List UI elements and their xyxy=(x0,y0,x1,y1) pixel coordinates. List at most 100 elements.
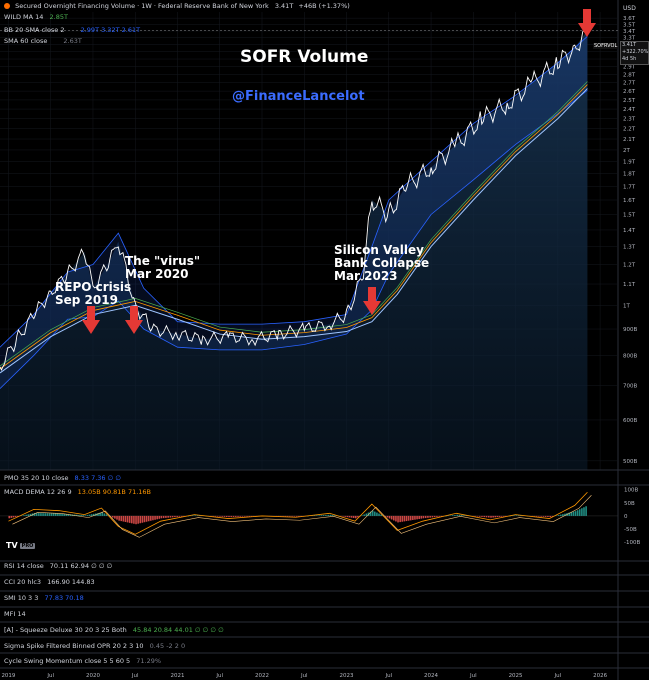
y-tick-label: 2.4T xyxy=(623,107,636,113)
y-tick-label: 800B xyxy=(623,353,637,359)
macd-histogram-bar xyxy=(105,514,108,516)
macd-histogram-bar xyxy=(585,506,587,516)
macd-histogram-bar xyxy=(420,515,423,519)
macd-histogram-bar xyxy=(386,515,389,518)
macd-histogram-bar xyxy=(422,515,425,519)
legend-macd[interactable]: MACD DEMA 12 26 9 13.05B 90.81B 71.16B xyxy=(4,488,151,497)
bb-fill xyxy=(0,36,588,389)
y-axis: 500B 600B 700B 800B 900B 1T 1.1T 1.2T 1.3T 1.4T 1.… xyxy=(623,16,637,465)
macd-histogram-bar xyxy=(12,515,15,518)
macd-histogram-bar xyxy=(564,513,566,516)
macd-panel: 100B 50B 0 -50B -100B xyxy=(0,488,640,546)
macd-histogram-bar xyxy=(48,513,51,516)
arrow-repo-icon xyxy=(82,306,100,334)
macd-histogram-bar xyxy=(10,515,13,518)
legend-label: SMA 60 close xyxy=(4,37,48,45)
macd-histogram-bar xyxy=(431,515,434,518)
legend-rsi[interactable]: RSI 14 close 70.11 62.94 ∅ ∅ ∅ xyxy=(4,562,112,571)
macd-histogram-bar xyxy=(481,515,483,517)
y-tick-label: 900B xyxy=(623,327,637,333)
macd-histogram-bar xyxy=(325,514,327,516)
macd-y-tick: -50B xyxy=(624,527,637,533)
legend-pmo[interactable]: PMO 35 20 10 close 8.33 7.36 ∅ ∅ xyxy=(4,474,121,483)
macd-histogram-bar xyxy=(154,515,156,520)
annotation-repo: REPO crisis Sep 2019 xyxy=(55,281,131,307)
macd-histogram-bar xyxy=(232,515,235,517)
y-tick-label: 3.4T xyxy=(623,29,636,35)
legend-bb[interactable]: BB 20 SMA close 2 2.99T 3.32T 2.61T xyxy=(4,26,140,35)
legend-label: Cycle Swing Momentum close 5 5 60 5 xyxy=(4,657,131,665)
x-tick-label: 2020 xyxy=(86,673,100,679)
y-tick-label: 3.6T xyxy=(623,16,636,22)
macd-histogram-bar xyxy=(460,515,463,516)
y-tick-label: 1.2T xyxy=(623,263,636,269)
annotation-line: REPO crisis xyxy=(55,280,132,294)
macd-histogram-bar xyxy=(327,514,329,516)
macd-histogram-bar xyxy=(352,515,355,518)
macd-histogram-bar xyxy=(230,515,233,518)
annotation-arrows xyxy=(82,9,596,334)
macd-histogram-bar xyxy=(390,515,393,520)
y-tick-label: 600B xyxy=(623,418,637,424)
y-tick-label: 2.1T xyxy=(623,137,636,143)
annotation-line: The "virus" xyxy=(125,254,201,268)
macd-histogram-bar xyxy=(59,513,61,516)
macd-histogram-bar xyxy=(54,513,57,516)
legend-cycle[interactable]: Cycle Swing Momentum close 5 5 60 5 71.2… xyxy=(4,657,161,666)
y-tick-label: 1.3T xyxy=(623,245,636,251)
macd-histogram-bar xyxy=(42,513,44,516)
macd-histogram-bar xyxy=(162,515,165,519)
series-dot-icon xyxy=(4,3,10,9)
legend-label: WILD MA 14 xyxy=(4,13,44,21)
macd-histogram-bar xyxy=(295,515,298,517)
macd-signal-line xyxy=(8,491,588,535)
legend-sma60[interactable]: SMA 60 close 2.63T xyxy=(4,37,82,46)
legend-value: 2.63T xyxy=(63,37,82,45)
legend-mfi[interactable]: MFI 14 xyxy=(4,610,26,619)
macd-histogram-bar xyxy=(393,515,395,521)
legend-sigma[interactable]: Sigma Spike Filtered Binned OPR 20 2 3 1… xyxy=(4,642,185,651)
x-axis: 2019 Jul 2020 Jul 2021 Jul 2022 Jul 2023 Jul 2024 J… xyxy=(1,673,607,679)
macd-histogram-bar xyxy=(427,515,429,518)
currency-label[interactable]: USD xyxy=(623,5,636,12)
macd-histogram-bar xyxy=(376,512,378,516)
macd-histogram-bar xyxy=(451,515,454,516)
series-tag: SOFRVOL xyxy=(593,43,619,49)
y-tick-label: 3.5T xyxy=(623,22,636,28)
macd-histogram-bar xyxy=(122,515,125,522)
macd-histogram-bar xyxy=(23,515,25,516)
overlay-handle: @FinanceLancelot xyxy=(232,89,365,104)
legend-cci[interactable]: CCI 20 hlc3 166.90 144.83 xyxy=(4,578,95,587)
tradingview-logo[interactable]: TV PRO xyxy=(6,541,36,550)
legend-smi[interactable]: SMI 10 3 3 77.83 70.18 xyxy=(4,594,84,603)
macd-histogram-bar xyxy=(412,515,414,521)
macd-histogram-bar xyxy=(124,515,127,522)
macd-histogram-bar xyxy=(331,515,334,516)
macd-histogram-bar xyxy=(348,515,351,518)
macd-histogram-bar xyxy=(538,515,540,517)
legend-label: [A] - Squeeze Deluxe 30 20 3 25 Both xyxy=(4,626,127,634)
macd-histogram-bar xyxy=(456,514,459,516)
macd-histogram-bar xyxy=(225,515,228,517)
macd-histogram-bar xyxy=(152,515,154,521)
macd-histogram-bar xyxy=(156,515,158,520)
legend-squeeze[interactable]: [A] - Squeeze Deluxe 30 20 3 25 Both 45.… xyxy=(4,626,224,635)
price-line xyxy=(0,23,588,371)
legend-label: CCI 20 hlc3 xyxy=(4,578,42,586)
legend-label: SMI 10 3 3 xyxy=(4,594,39,602)
macd-histogram-bar xyxy=(90,514,93,516)
macd-histogram-bar xyxy=(490,515,492,518)
y-tick-label: 2.5T xyxy=(623,98,636,104)
macd-histogram-bar xyxy=(509,515,511,517)
macd-histogram-bar xyxy=(476,515,479,517)
macd-histogram-bar xyxy=(14,515,17,517)
macd-histogram-bar xyxy=(500,515,503,517)
macd-histogram-bar xyxy=(63,513,65,516)
macd-histogram-bar xyxy=(403,515,406,522)
macd-y-tick: 100B xyxy=(624,488,638,494)
macd-histogram-bar xyxy=(365,513,368,516)
macd-histogram-bar xyxy=(350,515,353,518)
macd-histogram-bar xyxy=(29,513,32,516)
macd-histogram-bar xyxy=(429,515,431,518)
legend-wild-ma[interactable]: WILD MA 14 2.85T xyxy=(4,13,68,22)
